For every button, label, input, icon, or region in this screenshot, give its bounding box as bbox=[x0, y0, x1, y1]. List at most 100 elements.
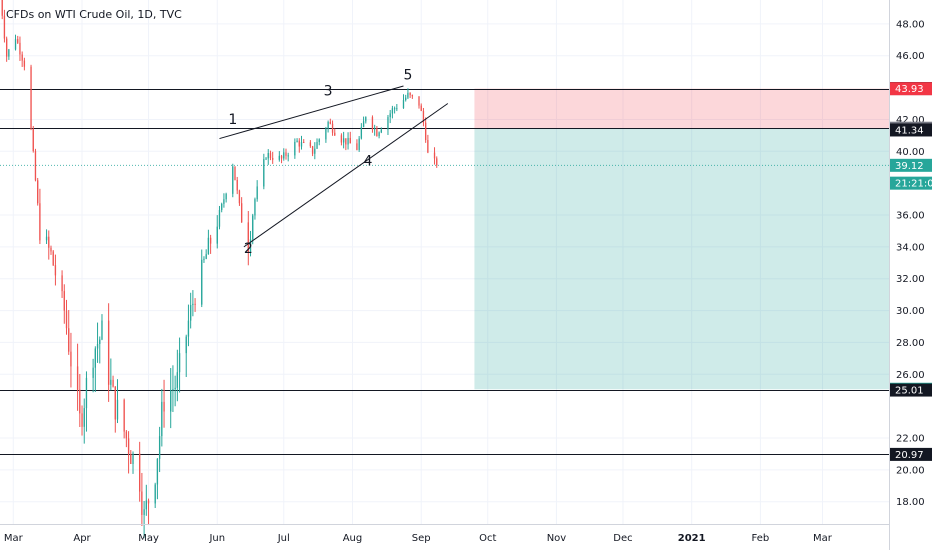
candle-body bbox=[170, 390, 172, 412]
candle-body bbox=[19, 42, 21, 55]
candle-body bbox=[298, 140, 300, 147]
short-position-stop-zone[interactable] bbox=[474, 88, 889, 129]
candle-body bbox=[61, 275, 63, 292]
candle-body bbox=[347, 137, 349, 145]
candle-body bbox=[221, 203, 223, 210]
candle-body bbox=[178, 353, 181, 373]
candle-body bbox=[79, 389, 81, 414]
y-tick-label: 22.00 bbox=[896, 433, 925, 444]
candle-body bbox=[192, 303, 194, 305]
candle-body bbox=[376, 128, 378, 137]
wave-label[interactable]: 4 bbox=[364, 154, 373, 170]
candle-body bbox=[1, 0, 3, 16]
candle-body bbox=[263, 159, 265, 187]
y-tick-label: 32.00 bbox=[896, 274, 925, 285]
price-label-box bbox=[890, 447, 932, 461]
candle-body bbox=[209, 237, 212, 244]
candle-body bbox=[247, 222, 249, 252]
candle-body bbox=[285, 152, 287, 156]
candle-body bbox=[123, 399, 125, 432]
candle-body bbox=[158, 436, 161, 459]
candle-body bbox=[360, 127, 363, 139]
wedge-trend-line[interactable] bbox=[243, 103, 449, 248]
wave-label[interactable]: 2 bbox=[244, 241, 253, 257]
candle-body bbox=[85, 377, 88, 409]
candle-body bbox=[139, 453, 141, 492]
price-label-box bbox=[890, 158, 932, 172]
price-label-text: 41.34 bbox=[895, 125, 924, 136]
candle-body bbox=[389, 113, 391, 118]
candle-body bbox=[161, 401, 163, 437]
y-tick-label: 48.00 bbox=[896, 19, 925, 30]
candle-body bbox=[205, 254, 207, 259]
wave-label[interactable]: 1 bbox=[228, 112, 237, 128]
candle-body bbox=[3, 15, 6, 39]
price-label-text: 25.01 bbox=[895, 386, 924, 397]
candle-body bbox=[311, 146, 314, 154]
candle-body bbox=[48, 236, 50, 248]
candle-body bbox=[45, 236, 48, 241]
wave-label[interactable]: 3 bbox=[324, 84, 333, 100]
candle-body bbox=[176, 372, 179, 388]
candle-body bbox=[163, 401, 165, 412]
candle-body bbox=[378, 132, 380, 137]
candle-body bbox=[17, 39, 19, 43]
short-position-target-zone[interactable] bbox=[474, 128, 889, 390]
candle-body bbox=[391, 108, 394, 114]
candle-body bbox=[405, 97, 407, 101]
candle-body bbox=[32, 128, 34, 152]
price-label-text: 21:21:04 bbox=[895, 179, 932, 190]
candle-body bbox=[21, 54, 23, 61]
x-tick-label: Jul bbox=[277, 533, 290, 544]
candle-body bbox=[94, 348, 96, 368]
candle-body bbox=[420, 105, 422, 111]
candle-body bbox=[39, 203, 41, 241]
x-tick-label: Oct bbox=[479, 533, 496, 544]
candle-body bbox=[436, 158, 438, 166]
candle-body bbox=[37, 180, 39, 204]
candle-body bbox=[318, 139, 320, 143]
price-label-text: 39.12 bbox=[895, 161, 924, 172]
candle-body bbox=[358, 138, 360, 150]
x-tick-label: 2021 bbox=[678, 533, 706, 544]
x-tick-label: Nov bbox=[547, 533, 567, 544]
wave-label[interactable]: 5 bbox=[403, 68, 412, 84]
candle-body bbox=[374, 128, 376, 130]
candle-body bbox=[96, 343, 99, 349]
candle-body bbox=[349, 137, 351, 144]
candle-body bbox=[110, 379, 112, 385]
y-tick-label: 46.00 bbox=[896, 51, 925, 62]
candle-body bbox=[216, 226, 218, 244]
candle-body bbox=[23, 60, 26, 67]
candle-body bbox=[145, 500, 147, 510]
candle-body bbox=[396, 108, 398, 110]
price-label-text: 20.97 bbox=[895, 450, 924, 461]
candle-body bbox=[63, 291, 65, 311]
candle-body bbox=[309, 142, 312, 147]
wedge-trend-line[interactable] bbox=[219, 85, 404, 140]
x-tick-label: Mar bbox=[813, 533, 833, 544]
candle-body bbox=[236, 180, 238, 191]
candle-body bbox=[125, 431, 128, 439]
candle-body bbox=[232, 166, 234, 194]
candle-body bbox=[422, 110, 425, 123]
candle-body bbox=[174, 387, 176, 390]
candle-body bbox=[325, 128, 327, 140]
candle-body bbox=[265, 158, 267, 160]
x-tick-label: Jun bbox=[208, 533, 225, 544]
candle-body bbox=[201, 259, 203, 305]
x-tick-label: Sep bbox=[412, 533, 431, 544]
candle-body bbox=[402, 100, 405, 109]
candle-body bbox=[189, 304, 192, 321]
x-tick-label: Dec bbox=[613, 533, 632, 544]
candle-body bbox=[411, 94, 414, 97]
candle-body bbox=[409, 92, 411, 95]
candle-body bbox=[99, 339, 101, 344]
x-tick-label: Apr bbox=[73, 533, 91, 544]
candle-body bbox=[127, 438, 130, 455]
candle-body bbox=[418, 96, 420, 106]
candle-body bbox=[101, 320, 103, 340]
y-tick-label: 28.00 bbox=[896, 338, 925, 349]
candle-body bbox=[70, 351, 72, 367]
